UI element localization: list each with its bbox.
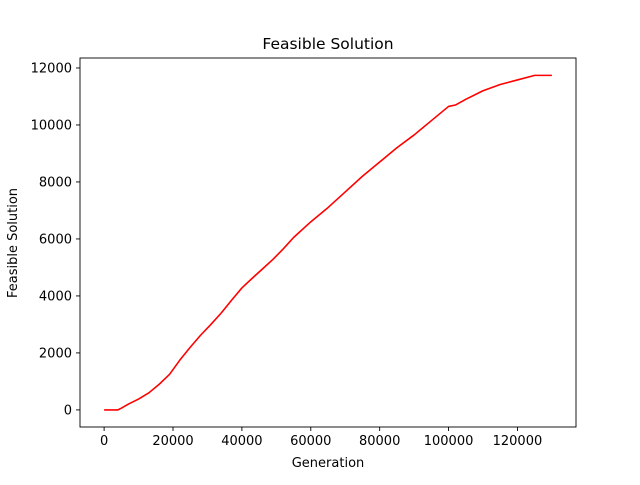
y-tick-label: 0	[64, 403, 72, 418]
x-tick-label: 20000	[152, 434, 193, 449]
y-tick-label: 6000	[39, 232, 72, 247]
x-tick-label: 40000	[221, 434, 262, 449]
y-axis-ticks: 0 2000 4000 6000 8000 10000 12000	[31, 61, 80, 418]
y-tick-label: 4000	[39, 289, 72, 304]
x-tick-label: 0	[100, 434, 108, 449]
y-tick-label: 12000	[31, 61, 72, 76]
y-tick-label: 2000	[39, 346, 72, 361]
y-tick-label: 8000	[39, 175, 72, 190]
x-tick-label: 60000	[290, 434, 331, 449]
x-tick-label: 120000	[493, 434, 543, 449]
axes-frame	[79, 57, 577, 428]
x-tick-label: 80000	[359, 434, 400, 449]
x-axis-ticks: 0 20000 40000 60000 80000 100000 120000	[100, 427, 542, 449]
x-axis-label: Generation	[292, 456, 365, 471]
x-tick-label: 100000	[424, 434, 474, 449]
plot-area	[79, 57, 577, 428]
series-line-0	[104, 74, 552, 411]
y-tick-label: 10000	[31, 118, 72, 133]
y-axis-label: Feasible Solution	[6, 188, 21, 298]
chart-title: Feasible Solution	[262, 35, 393, 53]
